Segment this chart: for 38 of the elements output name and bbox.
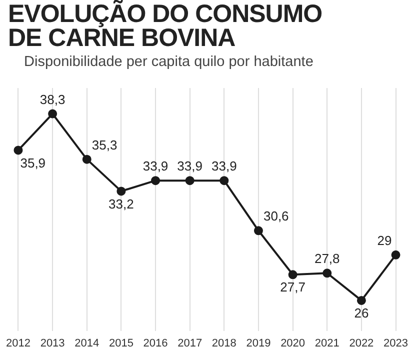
chart-title: EVOLUÇÃO DO CONSUMO DE CARNE BOVINA bbox=[8, 0, 324, 52]
x-tick-label: 2023 bbox=[384, 337, 408, 350]
point bbox=[220, 176, 229, 186]
data-label: 35,3 bbox=[92, 137, 118, 152]
point bbox=[151, 176, 160, 186]
data-label: 27,7 bbox=[280, 280, 306, 295]
data-label: 26 bbox=[354, 306, 369, 321]
point bbox=[116, 186, 126, 196]
x-tick-label: 2017 bbox=[178, 337, 202, 350]
data-label: 38,3 bbox=[40, 92, 66, 107]
x-tick-label: 2022 bbox=[349, 337, 374, 350]
x-tick-label: 2020 bbox=[280, 337, 306, 350]
point bbox=[48, 109, 58, 118]
x-tick-label: 2012 bbox=[6, 337, 30, 350]
point bbox=[185, 176, 194, 186]
x-tick-label: 2015 bbox=[108, 337, 134, 350]
point bbox=[391, 250, 400, 260]
data-label: 29 bbox=[377, 233, 392, 248]
point bbox=[356, 296, 366, 305]
x-tick-label: 2021 bbox=[314, 337, 340, 350]
data-label: 33,9 bbox=[177, 158, 202, 174]
data-label: 35,9 bbox=[20, 155, 46, 170]
point bbox=[322, 268, 332, 278]
data-label: 30,6 bbox=[263, 208, 289, 224]
data-label: 33,2 bbox=[108, 196, 134, 212]
data-label: 33,9 bbox=[212, 158, 237, 174]
point bbox=[14, 146, 23, 155]
data-label: 33,9 bbox=[142, 158, 168, 174]
x-tick-label: 2019 bbox=[246, 337, 271, 350]
point bbox=[82, 154, 92, 164]
x-tick-label: 2013 bbox=[40, 337, 65, 350]
point bbox=[254, 226, 263, 236]
data-label: 27,8 bbox=[314, 251, 340, 266]
chart-subtitle: Disponibilidade per capita quilo por habitante bbox=[24, 54, 314, 70]
x-tick-label: 2014 bbox=[74, 337, 100, 350]
x-tick-label: 2016 bbox=[143, 337, 168, 350]
x-tick-label: 2018 bbox=[212, 337, 236, 350]
point bbox=[288, 270, 298, 280]
